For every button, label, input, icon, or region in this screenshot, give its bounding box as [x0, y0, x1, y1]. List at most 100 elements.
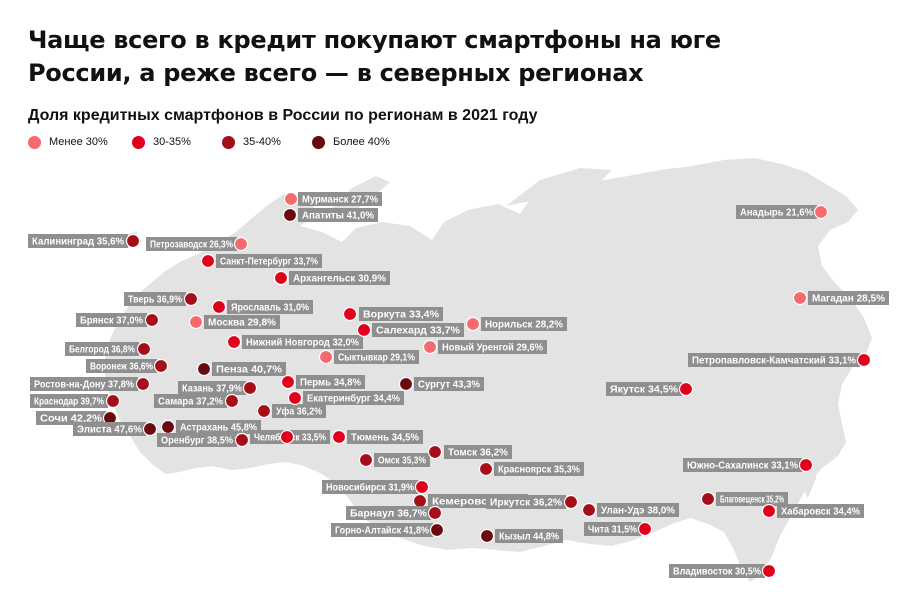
city-label: Сыктывкар 29,1% [338, 353, 415, 364]
city-label: Ростов-на-Дону 37,8% [34, 380, 134, 391]
city-dot-icon [125, 233, 141, 249]
city-label: Анадырь 21,6% [740, 208, 813, 219]
city-label: Пермь 34,8% [300, 378, 361, 389]
city-dot-icon [283, 191, 299, 207]
city-dot-icon [224, 393, 240, 409]
city-label-background [154, 394, 227, 408]
city-label-background [494, 462, 584, 476]
city-marker: Казань 37,9% [178, 380, 258, 396]
city-marker: Сочи 42,2% [36, 410, 118, 426]
city-marker: Южно-Сахалинск 33,1% [683, 457, 814, 473]
city-dot-icon [273, 270, 289, 286]
city-label-background [65, 342, 139, 356]
city-marker: Пермь 34,8% [280, 374, 365, 390]
city-label-background [204, 315, 280, 329]
city-label-background [331, 523, 433, 537]
legend-dot-icon [222, 135, 235, 149]
city-dot-icon [282, 207, 298, 223]
legend-dot-icon [28, 135, 41, 149]
city-marker: Петропавловск-Камчатский 33,1% [688, 352, 872, 368]
city-label: Салехард 33,7% [376, 326, 460, 337]
city-label-background [289, 271, 390, 285]
city-marker: Мурманск 27,7% [283, 191, 382, 207]
city-label: Архангельск 30,9% [293, 274, 386, 285]
city-label-background [216, 254, 322, 268]
city-label-background [176, 420, 261, 434]
city-label-background [303, 391, 404, 405]
city-label: Калининград 35,6% [32, 237, 124, 248]
city-label: Воркута 33,4% [363, 310, 439, 321]
city-label: Норильск 28,2% [485, 320, 563, 331]
city-dot-icon [234, 432, 250, 448]
city-label: Новый Уренгой 29,6% [442, 343, 543, 354]
city-label: Сочи 42,2% [40, 414, 102, 425]
city-marker: Томск 36,2% [427, 444, 512, 460]
city-marker: Сургут 43,3% [398, 376, 484, 392]
city-marker: Улан-Удэ 38,0% [581, 502, 679, 518]
city-label-background [347, 430, 423, 444]
city-label-background [36, 411, 106, 425]
city-marker: Санкт-Петербург 33,7% [200, 253, 322, 269]
city-label: Сургут 43,3% [418, 380, 480, 391]
city-dot-icon [479, 528, 495, 544]
city-label: Тверь 36,9% [128, 295, 182, 306]
city-label-background [716, 492, 788, 506]
city-label: Краснодар 39,7% [34, 397, 104, 408]
city-marker: Апатиты 41,0% [282, 207, 378, 223]
city-label: Москва 29,8% [208, 318, 276, 329]
city-marker: Красноярск 35,3% [478, 461, 584, 477]
city-marker: Оренбург 38,5% [157, 432, 250, 448]
city-label: Уфа 36,2% [276, 406, 322, 418]
map-land-taymyr [506, 168, 612, 206]
city-dot-icon [105, 393, 121, 409]
city-dot-icon [196, 361, 212, 377]
city-dot-icon [478, 461, 494, 477]
city-marker: Белгород 36,8% [65, 341, 152, 357]
city-marker: Архангельск 30,9% [273, 270, 390, 286]
city-label-background [374, 453, 430, 467]
city-dot-icon [226, 334, 242, 350]
city-marker: Петрозаводск 26,3% [146, 236, 249, 252]
city-label-background [495, 529, 563, 543]
city-label-background [808, 291, 889, 305]
city-marker: Благовещенск 35,2% [700, 491, 788, 507]
city-dot-icon [422, 339, 438, 355]
city-marker: Салехард 33,7% [356, 322, 464, 338]
legend-label: Более 40% [333, 136, 390, 148]
city-label-background [606, 382, 682, 396]
city-label: Магадан 28,5% [812, 294, 885, 305]
city-label: Петрозаводск 26,3% [150, 240, 233, 251]
city-dot-icon [429, 522, 445, 538]
city-label-background [334, 350, 419, 364]
legend-label: 35-40% [243, 136, 281, 148]
city-label-background [298, 192, 382, 206]
city-label: Чита 31,5% [588, 525, 637, 536]
city-dot-icon [563, 494, 579, 510]
city-dot-icon [279, 429, 295, 445]
city-marker: Новосибирск 31,9% [322, 479, 430, 495]
city-dot-icon [856, 352, 872, 368]
city-dot-icon [242, 380, 258, 396]
city-label: Белгород 36,8% [69, 345, 135, 356]
city-label-background [178, 381, 246, 395]
city-marker: Кызыл 44,8% [479, 528, 563, 544]
city-label: Ярославль 31,0% [231, 303, 309, 314]
legend-dot-icon [312, 135, 325, 149]
city-marker: Калининград 35,6% [28, 233, 141, 249]
legend-item-under30: Менее 30% [28, 133, 108, 151]
legend-label: Менее 30% [49, 136, 108, 148]
city-marker: Брянск 37,0% [76, 312, 160, 328]
city-marker: Челябинск 33,5% [250, 429, 330, 445]
city-label: Владивосток 30,5% [673, 567, 761, 578]
city-dot-icon [144, 312, 160, 328]
city-label: Якутск 34,5% [610, 385, 678, 396]
city-marker: Краснодар 39,7% [30, 393, 121, 409]
city-label-background [157, 433, 237, 447]
city-dot-icon [356, 322, 372, 338]
city-label-background [359, 307, 443, 321]
city-dot-icon [256, 403, 272, 419]
city-dot-icon [358, 452, 374, 468]
city-dot-icon [798, 457, 814, 473]
city-marker: Барнаул 36,7% [346, 505, 443, 521]
city-dot-icon [465, 316, 481, 332]
